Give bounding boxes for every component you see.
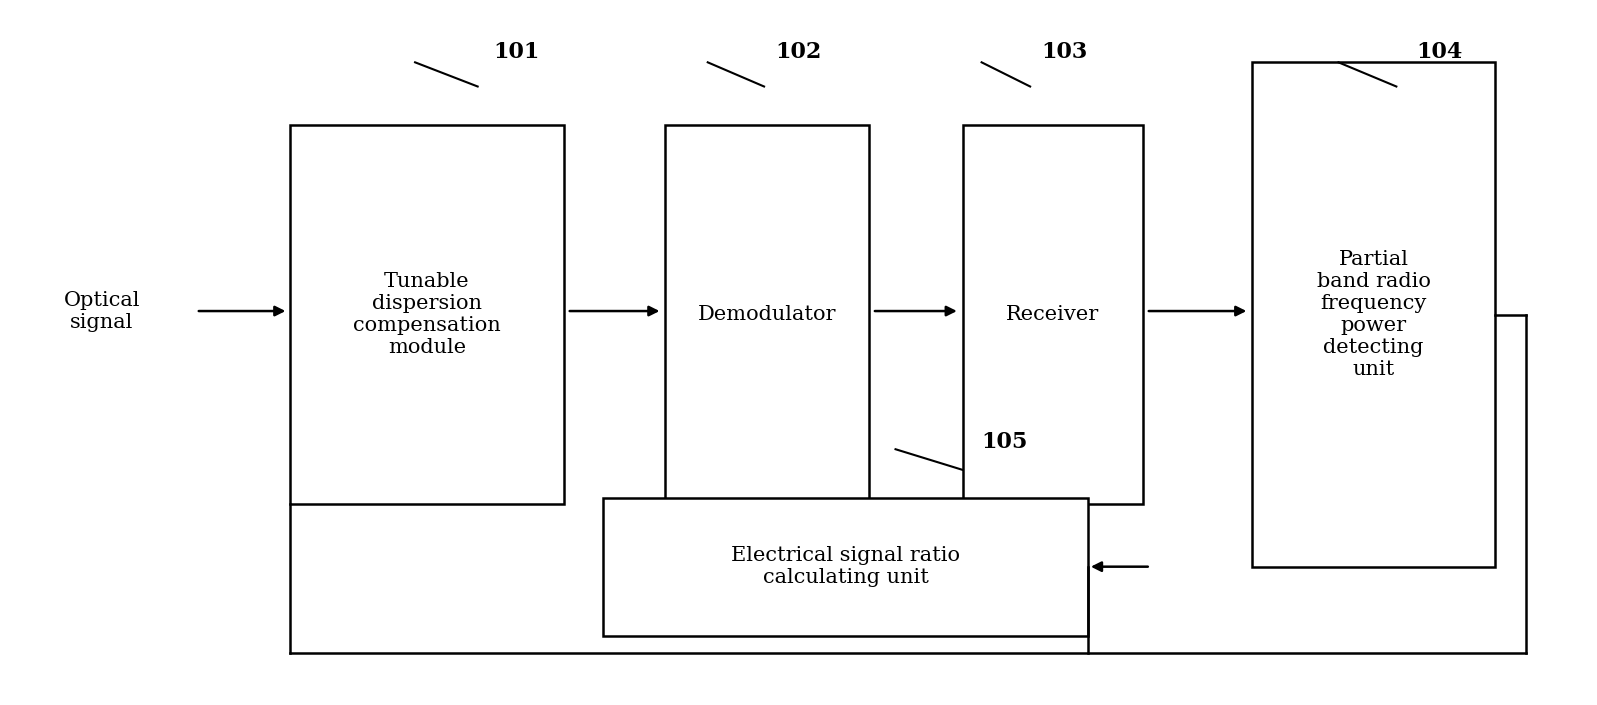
Text: Tunable
dispersion
compensation
module: Tunable dispersion compensation module [353,272,501,357]
Text: 104: 104 [1417,41,1463,63]
Text: Partial
band radio
frequency
power
detecting
unit: Partial band radio frequency power detec… [1316,250,1431,379]
Bar [604,498,1088,636]
Bar [963,125,1143,505]
Text: Demodulator: Demodulator [698,305,837,324]
Text: 103: 103 [1041,41,1088,63]
Text: Receiver: Receiver [1006,305,1099,324]
Text: Electrical signal ratio
calculating unit: Electrical signal ratio calculating unit [731,546,960,587]
Text: 105: 105 [982,431,1028,453]
Bar [666,125,869,505]
Text: 101: 101 [493,41,540,63]
Bar [1252,62,1495,567]
Bar [291,125,564,505]
Text: Optical
signal: Optical signal [64,290,141,331]
Text: 102: 102 [775,41,821,63]
